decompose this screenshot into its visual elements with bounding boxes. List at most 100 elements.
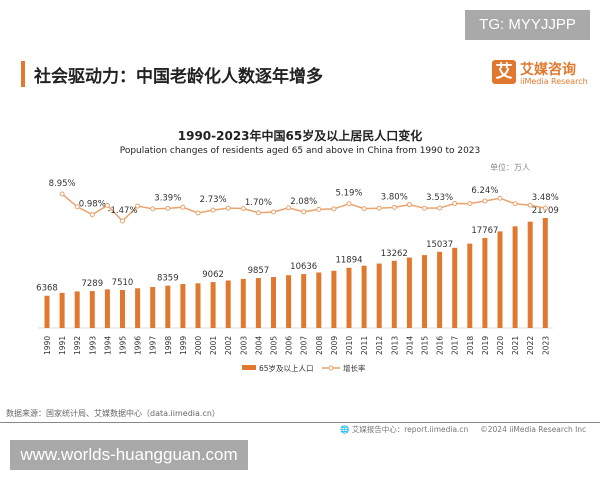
bar-2009 — [331, 270, 337, 328]
x-tick-2023: 2023 — [541, 336, 550, 355]
growth-point-2019 — [482, 198, 488, 204]
legend-line-marker — [328, 365, 334, 371]
growth-point-2012 — [376, 205, 382, 211]
x-tick-1991: 1991 — [58, 336, 67, 355]
x-tick-1994: 1994 — [103, 336, 112, 355]
bar-1998 — [165, 285, 171, 328]
globe-icon: 🌐 — [340, 425, 350, 434]
bar-2006 — [286, 275, 292, 328]
growth-label-2007: 2.08% — [290, 197, 317, 207]
bar-2004 — [255, 278, 261, 328]
x-tick-2007: 2007 — [300, 336, 309, 355]
growth-point-2009 — [331, 206, 337, 212]
bar-label-2010: 11894 — [335, 256, 362, 266]
growth-point-1991 — [59, 191, 65, 197]
x-tick-2004: 2004 — [254, 336, 263, 355]
chart-title: 1990-2023年中国65岁及以上居民人口变化 — [177, 129, 423, 143]
x-tick-2021: 2021 — [511, 336, 520, 355]
growth-point-2023 — [542, 205, 548, 211]
bar-label-2007: 10636 — [290, 262, 317, 272]
bar-1999 — [180, 284, 186, 328]
bar-2019 — [482, 237, 488, 328]
logo-name-en: iiMedia Research — [520, 77, 588, 86]
growth-label-2023: 3.48% — [532, 193, 559, 203]
bar-2001 — [210, 282, 216, 328]
x-tick-1992: 1992 — [73, 336, 82, 355]
chart-unit: 单位：万人 — [490, 163, 530, 172]
bar-2018 — [467, 243, 473, 328]
iimedia-logo-icon: 艾 — [492, 60, 516, 84]
bar-2002 — [225, 280, 231, 328]
bar-label-1990: 6368 — [36, 284, 58, 294]
bar-2007 — [301, 274, 307, 328]
growth-point-2016 — [437, 205, 443, 211]
copyright: ©2024 iiMedia Research Inc — [480, 425, 587, 434]
x-tick-2013: 2013 — [390, 336, 399, 355]
bar-1992 — [74, 291, 80, 328]
growth-point-2022 — [527, 202, 533, 208]
growth-point-1999 — [180, 204, 186, 210]
bar-2000 — [195, 283, 201, 328]
x-tick-1996: 1996 — [134, 336, 143, 355]
x-tick-1997: 1997 — [149, 336, 158, 355]
footer-divider — [0, 422, 600, 423]
bar-2014 — [406, 257, 412, 328]
bar-label-1995: 7510 — [112, 278, 134, 288]
bar-1994 — [104, 289, 110, 328]
legend-line-label: 增长率 — [343, 363, 366, 373]
bar-2017 — [452, 247, 458, 328]
growth-point-2020 — [497, 195, 503, 201]
bar-2015 — [422, 255, 427, 328]
growth-point-2001 — [210, 207, 216, 213]
x-tick-2000: 2000 — [194, 336, 203, 355]
bar-2003 — [240, 278, 246, 328]
bar-1991 — [59, 292, 65, 328]
growth-point-1995 — [120, 218, 125, 224]
footer-right: 🌐 艾媒报告中心：report.iimedia.cn ©2024 iiMedia… — [340, 424, 586, 435]
logo-name-cn: 艾媒咨询 — [520, 62, 576, 78]
growth-label-1991: 8.95% — [49, 179, 76, 189]
growth-point-2005 — [271, 209, 276, 215]
legend-bar-label: 65岁及以上人口 — [259, 363, 314, 373]
bar-1995 — [120, 289, 125, 328]
growth-label-2019: 6.24% — [471, 186, 498, 196]
growth-point-1994 — [104, 202, 110, 208]
growth-point-1997 — [150, 206, 156, 212]
data-source: 数据来源：国家统计局、艾媒数据中心（data.iimedia.cn） — [6, 409, 220, 418]
x-tick-1999: 1999 — [179, 336, 188, 355]
bar-label-2023: 21709 — [532, 206, 559, 216]
x-tick-2012: 2012 — [375, 336, 384, 355]
bar-2013 — [391, 260, 397, 328]
x-tick-2011: 2011 — [360, 336, 369, 355]
title-accent-bar — [21, 61, 25, 87]
growth-point-2021 — [512, 201, 518, 207]
bar-1996 — [135, 288, 141, 328]
bar-label-2019: 17767 — [471, 226, 498, 236]
watermark: www.worlds-huangguan.com — [10, 440, 248, 470]
x-tick-2022: 2022 — [526, 336, 535, 355]
growth-label-1993: 0.98% — [79, 200, 106, 210]
x-tick-2002: 2002 — [224, 336, 233, 355]
tg-badge: TG: MYYJJPP — [465, 10, 590, 40]
growth-point-2004 — [255, 210, 261, 216]
growth-label-2010: 5.19% — [335, 189, 362, 199]
bar-2021 — [512, 226, 518, 328]
bar-2011 — [361, 265, 367, 328]
growth-point-1996 — [135, 203, 141, 209]
growth-point-2006 — [286, 205, 292, 211]
bar-2016 — [437, 251, 443, 328]
growth-label-2016: 3.53% — [426, 193, 453, 203]
x-tick-2015: 2015 — [421, 336, 430, 355]
bar-label-1993: 7289 — [81, 279, 103, 289]
x-tick-1993: 1993 — [88, 336, 97, 355]
x-tick-2018: 2018 — [466, 336, 475, 355]
x-tick-1998: 1998 — [164, 336, 173, 355]
growth-point-2007 — [301, 209, 307, 215]
growth-point-1998 — [165, 205, 171, 211]
growth-point-2011 — [361, 206, 367, 212]
growth-point-1993 — [89, 212, 95, 218]
bar-2012 — [376, 263, 382, 328]
bar-2008 — [316, 272, 322, 328]
bar-2022 — [527, 221, 533, 328]
x-tick-2010: 2010 — [345, 336, 354, 355]
